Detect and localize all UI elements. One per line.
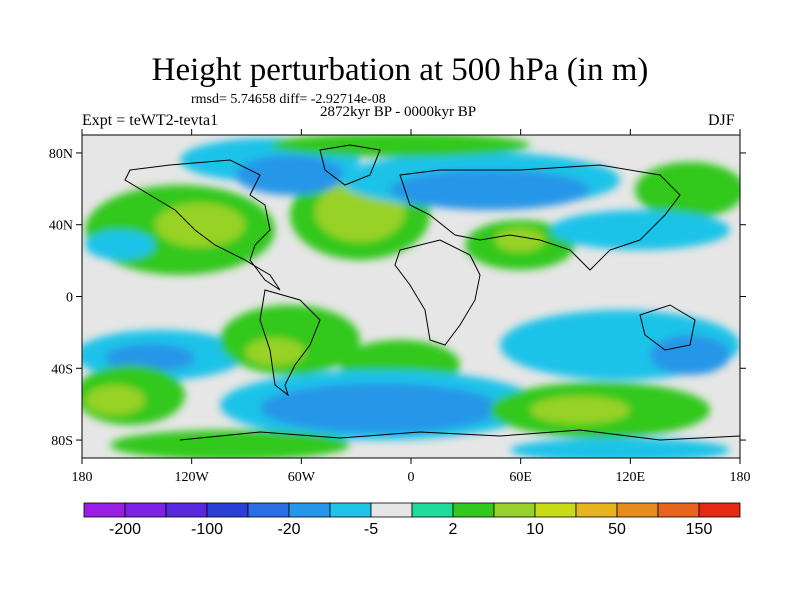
x-axis: 180 120W 60W 0 60E 120E 180 [72,129,751,485]
x-tick-label: 180 [72,470,93,485]
colorbar-box [616,502,659,518]
colorbar-label: 150 [686,521,713,538]
colorbar-box [698,502,741,518]
colorbar-box [370,502,413,518]
colorbar-label: -200 [109,521,141,538]
y-tick-label: 80N [49,147,73,162]
colorbar-box [493,502,536,518]
colorbar-box [206,502,249,518]
colorbar: -200 -100 -20 -5 2 10 50 150 [83,502,741,538]
colorbar-label: 2 [449,521,458,538]
colorbar-box [575,502,618,518]
colorbar-label: -5 [364,521,378,538]
height-perturbation-field [82,135,740,458]
colorbar-box [452,502,495,518]
x-tick-label: 0 [408,470,415,485]
colorbar-label: 50 [608,521,626,538]
x-tick-label: 120W [175,470,210,485]
plot-title: Height perturbation at 500 hPa (in m) [151,52,649,88]
colorbar-box [288,502,331,518]
y-tick-label: 40N [49,219,73,234]
colorbar-box [534,502,577,518]
coastlines [124,144,740,441]
y-axis: 80N 40N 0 40S 80S [49,147,746,449]
x-tick-label: 180 [730,470,751,485]
colorbar-box [657,502,700,518]
season-label: DJF [708,112,735,129]
y-tick-label: 40S [51,362,73,377]
colorbar-box [329,502,372,518]
y-tick-label: 0 [66,291,73,306]
colorbar-box [165,502,208,518]
colorbar-box [247,502,290,518]
stats-text: rmsd= 5.74658 diff= -2.92714e-08 [191,92,386,107]
colorbar-box [83,502,126,518]
x-tick-label: 120E [616,470,646,485]
x-tick-label: 60E [509,470,532,485]
colorbar-label: -20 [277,521,300,538]
y-tick-label: 80S [51,434,73,449]
colorbar-label: 10 [526,521,544,538]
x-tick-label: 60W [288,470,316,485]
colorbar-box [411,502,454,518]
experiment-label: Expt = teWT2-tevta1 [82,112,219,129]
colorbar-box [124,502,167,518]
period-text: 2872kyr BP - 0000kyr BP [320,104,477,120]
colorbar-label: -100 [191,521,223,538]
